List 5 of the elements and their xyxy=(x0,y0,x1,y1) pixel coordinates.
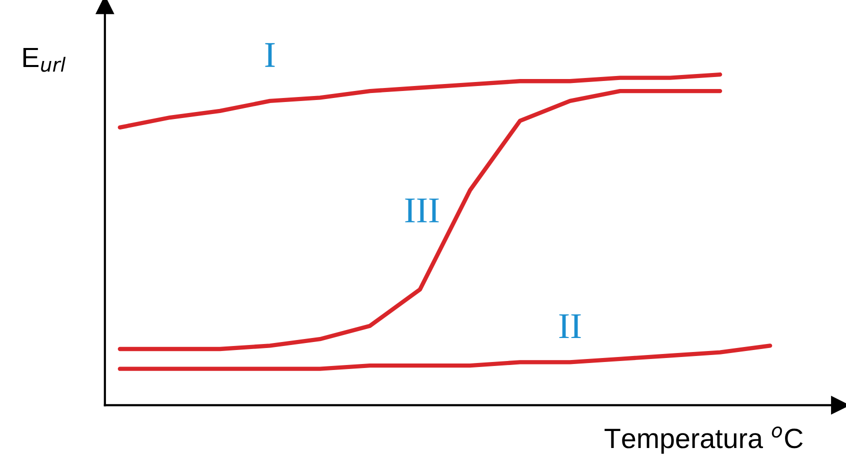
series-label: I xyxy=(265,43,275,67)
x-axis-title: Temperatura $^{o}$C xyxy=(604,426,803,454)
series-label: III xyxy=(405,198,439,222)
series-label: II xyxy=(559,314,581,338)
y-axis-title: E$_{url}$ xyxy=(23,48,66,72)
